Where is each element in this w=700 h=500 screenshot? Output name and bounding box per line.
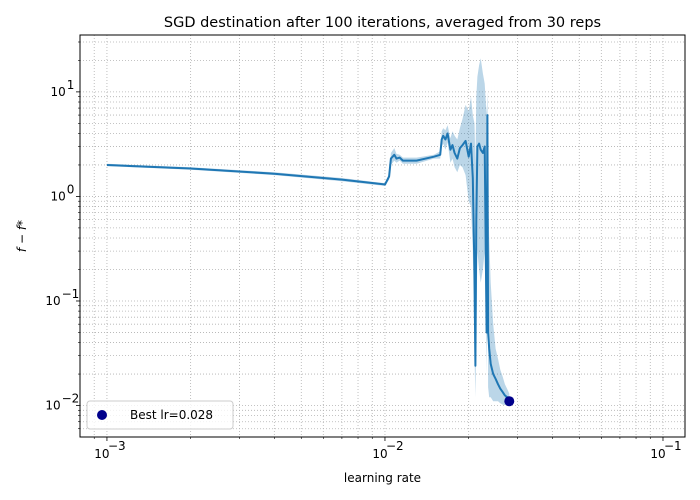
legend: Best lr=0.028 bbox=[86, 400, 234, 430]
series-line bbox=[106, 114, 511, 402]
y-tick-label: 10 bbox=[45, 294, 60, 308]
best-point-marker bbox=[504, 396, 515, 407]
grid-major bbox=[80, 35, 685, 437]
y-axis-label: f − f* bbox=[15, 220, 29, 252]
x-tick-label: 10 bbox=[94, 447, 109, 461]
y-tick-label-exponent: −2 bbox=[62, 392, 80, 406]
best-points bbox=[504, 396, 515, 407]
x-axis-ticks: 10−310−210−1 bbox=[93, 437, 682, 461]
x-tick-label-exponent: −2 bbox=[386, 439, 404, 453]
y-tick-label: 10 bbox=[51, 189, 66, 203]
chart-title: SGD destination after 100 iterations, av… bbox=[164, 15, 601, 31]
y-tick-label-exponent: −1 bbox=[62, 287, 80, 301]
legend-label: Best lr=0.028 bbox=[130, 408, 213, 422]
legend-box bbox=[86, 400, 234, 430]
x-tick-label: 10 bbox=[372, 447, 387, 461]
series-lines bbox=[106, 114, 511, 402]
x-axis-label: learning rate bbox=[344, 471, 421, 485]
plot-frame bbox=[79, 34, 686, 438]
x-tick-label-exponent: −3 bbox=[108, 439, 126, 453]
legend-marker bbox=[97, 410, 107, 420]
y-tick-label-exponent: 1 bbox=[67, 78, 75, 92]
grid-minor bbox=[80, 35, 685, 437]
y-tick-label-exponent: 0 bbox=[67, 182, 75, 196]
x-tick-label-exponent: −1 bbox=[664, 439, 682, 453]
x-tick-label: 10 bbox=[650, 447, 665, 461]
y-tick-label: 10 bbox=[45, 399, 60, 413]
y-tick-label: 10 bbox=[51, 85, 66, 99]
